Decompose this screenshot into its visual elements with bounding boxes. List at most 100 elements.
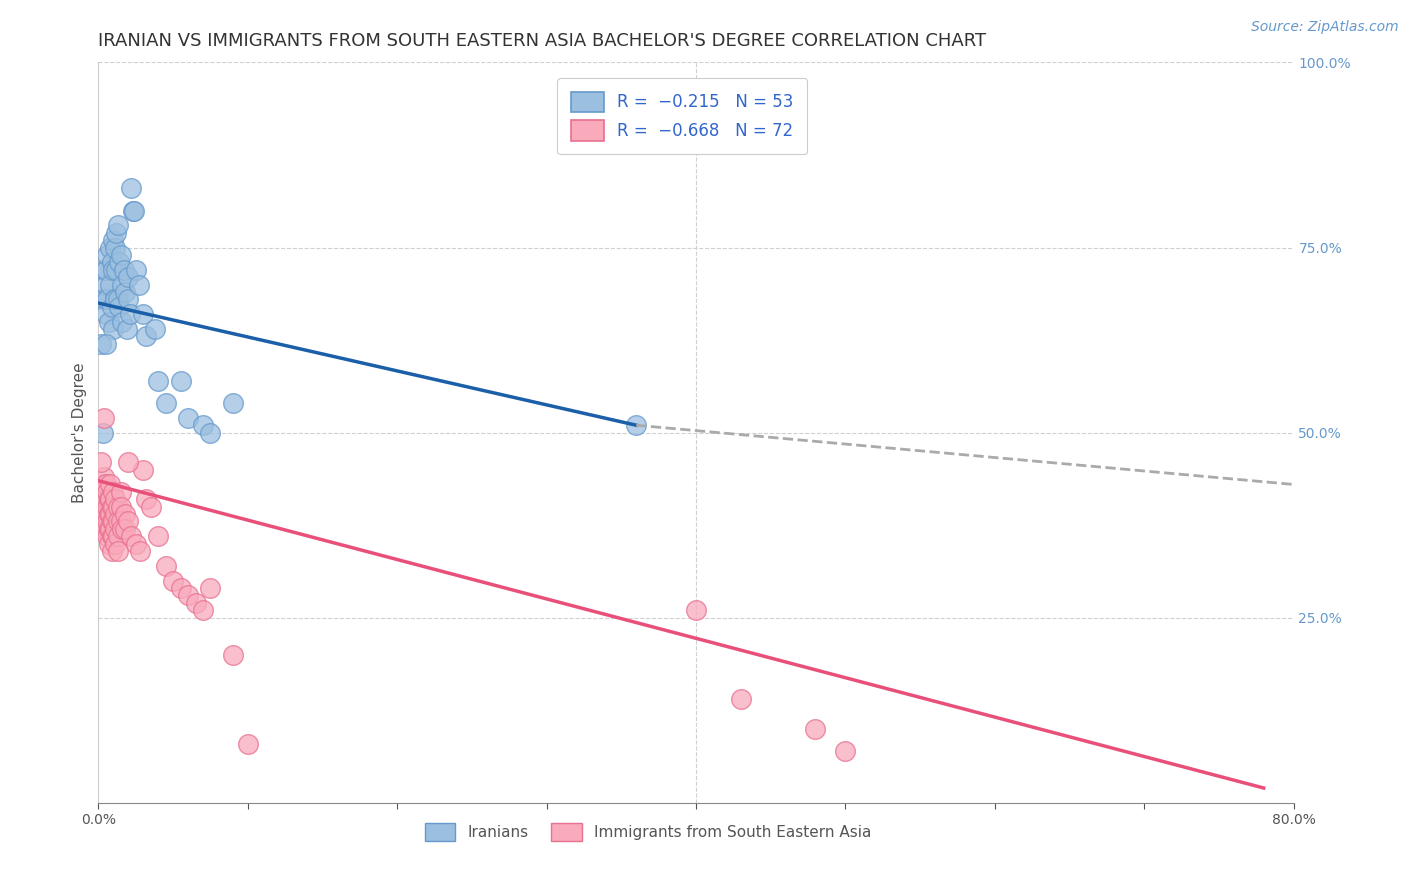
Point [93,293,115,307]
Point [90,500,112,514]
Point [98,240,122,255]
Point [96,248,118,262]
Point [104,522,127,536]
Point [114,507,136,521]
Point [804,722,827,736]
Point [91,477,114,491]
Y-axis label: Bachelor's Degree: Bachelor's Degree [72,362,87,503]
Point [107,219,129,233]
Point [118,307,141,321]
Point [93,484,115,499]
Point [117,293,139,307]
Point [96,500,118,514]
Point [124,203,146,218]
Point [98,522,122,536]
Point [96,484,118,499]
Point [98,492,122,507]
Point [121,203,143,218]
Point [103,484,125,499]
Point [125,262,148,277]
Point [94,262,117,277]
Point [128,277,150,292]
Point [94,277,117,292]
Point [107,293,129,307]
Point [104,240,127,255]
Point [162,574,184,588]
Point [110,484,132,499]
Point [94,336,117,351]
Point [104,507,127,521]
Point [104,293,127,307]
Point [103,529,125,543]
Point [177,589,200,603]
Point [96,293,118,307]
Point [103,515,125,529]
Point [129,544,152,558]
Point [111,314,134,328]
Point [96,529,118,543]
Point [103,500,125,514]
Point [139,500,162,514]
Point [104,492,127,507]
Point [98,277,122,292]
Point [110,248,132,262]
Point [148,529,170,543]
Point [90,484,112,499]
Point [101,500,124,514]
Point [125,536,148,550]
Point [94,522,117,536]
Point [143,322,166,336]
Point [148,374,170,388]
Point [101,255,124,269]
Point [94,507,117,521]
Point [96,515,118,529]
Point [730,692,752,706]
Point [200,425,222,440]
Point [101,515,124,529]
Point [91,507,114,521]
Point [94,492,117,507]
Point [626,418,648,433]
Point [110,515,132,529]
Point [184,596,207,610]
Point [103,233,125,247]
Point [112,262,135,277]
Point [110,500,132,514]
Point [91,522,114,536]
Point [236,737,259,751]
Point [94,477,117,491]
Point [90,455,112,469]
Point [111,522,134,536]
Point [135,329,157,343]
Point [98,507,122,521]
Point [107,544,129,558]
Legend: Iranians, Immigrants from South Eastern Asia: Iranians, Immigrants from South Eastern … [419,817,877,847]
Point [97,536,120,550]
Point [132,462,155,476]
Point [222,648,245,662]
Point [104,536,127,550]
Point [90,336,112,351]
Point [155,396,177,410]
Point [105,262,128,277]
Point [98,477,122,491]
Point [155,558,177,573]
Point [169,581,191,595]
Point [97,507,120,521]
Text: Source: ZipAtlas.com: Source: ZipAtlas.com [1251,20,1399,34]
Point [135,492,157,507]
Point [91,425,114,440]
Point [93,470,115,484]
Point [93,410,115,425]
Point [91,492,114,507]
Point [177,410,200,425]
Point [117,455,139,469]
Point [120,529,142,543]
Point [91,293,114,307]
Point [108,255,131,269]
Point [93,515,115,529]
Point [191,603,214,617]
Point [89,484,111,499]
Point [114,522,136,536]
Point [101,529,124,543]
